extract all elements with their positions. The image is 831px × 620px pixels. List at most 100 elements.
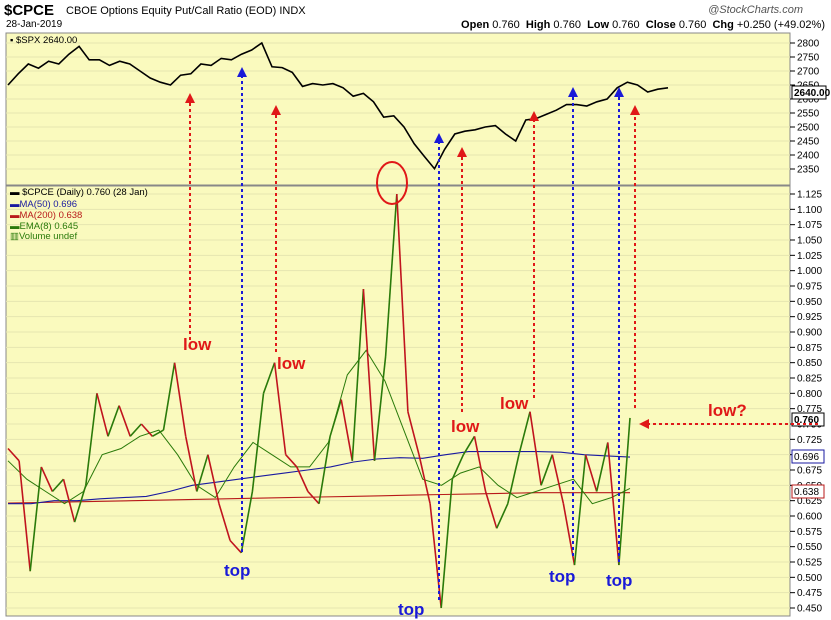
cpce-segment <box>484 491 498 529</box>
cpce-segment <box>207 454 220 504</box>
cpce-tick-label: 1.125 <box>797 190 822 201</box>
ma200-last-value-box <box>791 484 825 499</box>
cpce-tick-label: 1.025 <box>797 251 822 262</box>
open-label: Open <box>461 19 490 31</box>
close-value: 0.760 <box>678 19 707 31</box>
cpce-segment <box>351 289 365 461</box>
ma50-last-value: 0.696 <box>794 452 819 463</box>
low-label: Low <box>587 19 610 31</box>
stockcharts-logo: @StockCharts.com <box>708 4 803 16</box>
cpce-segment <box>396 193 409 412</box>
cpce-tick-label: 1.000 <box>797 266 822 277</box>
cpce-segment <box>529 411 542 486</box>
spx-tick-label: 2600 <box>797 95 820 106</box>
cpce-segment <box>318 436 331 504</box>
close-label: Close <box>645 19 676 31</box>
annotations: low low low low low? top top top top <box>183 67 818 619</box>
legend-volume: ▥Volume undef <box>10 231 77 242</box>
cpce-tick-label: 0.625 <box>797 496 822 507</box>
legend-ma50: ▬MA(50) 0.696 <box>10 199 77 210</box>
chart-header: $CPCE CBOE Options Equity Put/Call Ratio… <box>0 0 831 32</box>
cpce-segment <box>451 454 465 480</box>
cpce-segment <box>29 466 43 572</box>
cpce-segment <box>140 423 153 437</box>
spx-y-axis: 2800275027002650260025502500245024002350 <box>6 39 820 176</box>
cpce-segment <box>507 454 520 504</box>
cpce-segment <box>518 411 531 455</box>
cpce-tick-label: 0.450 <box>797 604 822 615</box>
spx-tick-label: 2450 <box>797 137 820 148</box>
spx-tick-label: 2550 <box>797 109 820 120</box>
cpce-last-value-box <box>791 412 825 427</box>
cpce-tick-label: 0.900 <box>797 328 822 339</box>
open-value: 0.760 <box>492 19 520 31</box>
cpce-segment <box>262 362 276 394</box>
cpce-segment <box>229 539 242 554</box>
ma50-last-value-box <box>791 449 825 464</box>
label-low-2: low <box>277 354 306 373</box>
cpce-tick-label: 0.925 <box>797 312 822 323</box>
cpce-tick-label: 1.050 <box>797 236 822 247</box>
cpce-segment <box>173 362 187 437</box>
spx-panel: 2800275027002650260025502500245024002350… <box>5 32 831 186</box>
cpce-tick-label: 0.675 <box>797 466 822 477</box>
cpce-segment <box>329 399 342 437</box>
legend-ma200: ▬MA(200) 0.638 <box>10 210 82 221</box>
spx-tick-label: 2400 <box>797 151 820 162</box>
low-value: 0.760 <box>612 19 640 31</box>
cpce-segment <box>240 491 254 553</box>
high-value: 0.760 <box>553 19 581 31</box>
bottom-circle <box>376 161 408 205</box>
cpce-plot-area <box>5 185 791 617</box>
cpce-segment <box>584 454 598 492</box>
cpce-last-value: 0.760 <box>794 415 819 426</box>
cpce-legend: ▬ $CPCE (Daily) 0.760 (28 Jan) ▬MA(50) 0… <box>10 187 148 242</box>
cpce-y-axis: 1.125 1.100 1.075 1.050 1.025 1.000 0.975 0.950… <box>6 190 822 615</box>
cpce-segment <box>107 405 120 437</box>
spx-tick-label: 2700 <box>797 67 820 78</box>
cpce-segment <box>129 423 142 437</box>
cpce-tick-label: 0.550 <box>797 542 822 553</box>
cpce-tick-label: 0.525 <box>797 558 822 569</box>
cpce-segment <box>296 466 309 492</box>
cpce-segment <box>407 411 420 455</box>
chg-label: Chg <box>712 19 734 31</box>
cpce-segment <box>162 362 176 431</box>
cpce-segment <box>307 490 320 505</box>
cpce-tick-label: 0.575 <box>797 527 822 538</box>
cpce-segment <box>7 447 20 462</box>
label-top-2: top <box>398 600 424 619</box>
chg-value: +0.250 (+49.02%) <box>736 19 825 31</box>
cpce-segment <box>285 454 298 468</box>
cpce-tick-label: 0.725 <box>797 435 822 446</box>
label-low-4: low <box>500 394 529 413</box>
chart-description: CBOE Options Equity Put/Call Ratio (EOD)… <box>66 5 306 17</box>
cpce-panel: 1.125 1.100 1.075 1.050 1.025 1.000 0.975 0.950… <box>5 185 825 617</box>
legend-cpce: ▬ $CPCE (Daily) 0.760 (28 Jan) <box>10 187 148 198</box>
label-low-question: low? <box>708 401 747 420</box>
cpce-segment <box>62 478 76 523</box>
cpce-tick-label: 1.075 <box>797 220 822 231</box>
cpce-segment <box>273 362 287 455</box>
ema8-line <box>7 349 631 505</box>
spx-tick-label: 2500 <box>797 123 820 134</box>
cpce-segment <box>340 399 354 461</box>
legend-ema8: ▬EMA(8) 0.645 <box>10 221 78 232</box>
spx-price-line <box>7 41 669 171</box>
ma200-line <box>7 492 630 504</box>
cpce-segment <box>73 485 87 523</box>
cpce-ratio-line <box>7 193 631 609</box>
cpce-segment <box>618 417 631 566</box>
label-top-4: top <box>606 571 632 590</box>
cpce-segment <box>218 503 231 541</box>
cpce-segment <box>595 442 609 492</box>
cpce-tick-label: 1.100 <box>797 205 822 216</box>
spx-last-value-box <box>791 85 827 100</box>
spx-tick-label: 2350 <box>797 165 820 176</box>
cpce-segment <box>40 466 54 492</box>
spx-tick-label: 2750 <box>797 53 820 64</box>
cpce-tick-label: 0.475 <box>797 588 822 599</box>
cpce-tick-label: 0.775 <box>797 404 822 415</box>
cpce-tick-label: 0.500 <box>797 573 822 584</box>
